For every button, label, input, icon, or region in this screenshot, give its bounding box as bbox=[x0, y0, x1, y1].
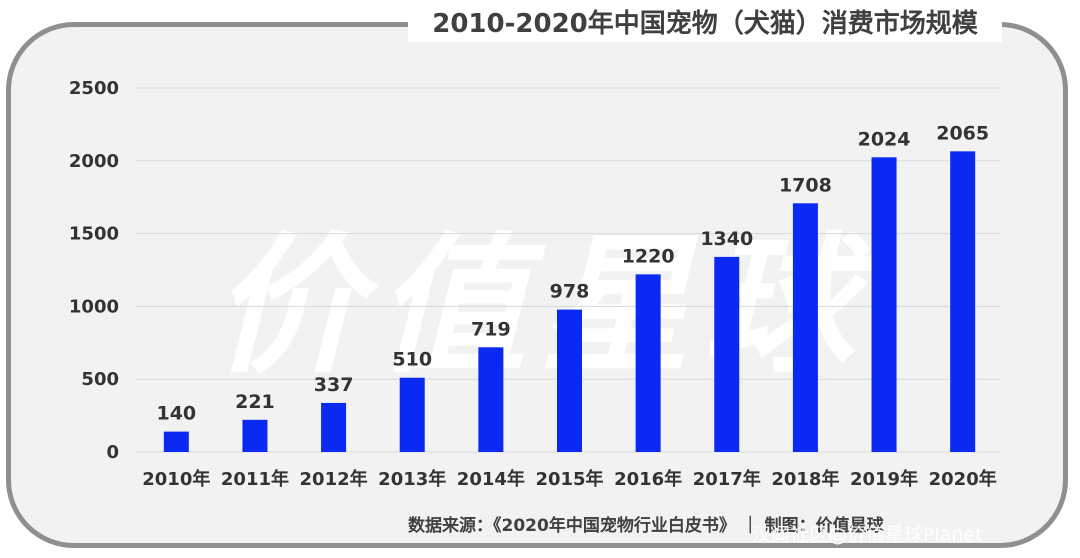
data-label: 978 bbox=[550, 281, 590, 303]
bar bbox=[635, 274, 661, 452]
y-tick-label: 500 bbox=[81, 369, 119, 390]
bar bbox=[242, 419, 268, 452]
x-tick-label: 2019年 bbox=[850, 468, 918, 490]
source-note: 数据来源：《2020年中国宠物行业白皮书》 ｜ 制图：价值星球 bbox=[408, 516, 884, 536]
bar bbox=[321, 402, 347, 452]
data-label: 337 bbox=[314, 374, 354, 396]
data-labels: 140 221 337 510 719 978 1220 1340 1708 2024 2065 bbox=[156, 122, 989, 424]
x-tick-label: 2016年 bbox=[614, 468, 682, 490]
bar bbox=[714, 256, 740, 452]
y-tick-label: 2000 bbox=[69, 151, 119, 172]
y-axis-ticks: 0 500 1000 1500 2000 2500 bbox=[69, 78, 119, 463]
watermark: 价值星球 bbox=[211, 220, 868, 394]
data-label: 1220 bbox=[622, 245, 675, 267]
bar bbox=[950, 151, 976, 452]
x-tick-label: 2014年 bbox=[457, 468, 525, 490]
x-tick-label: 2011年 bbox=[221, 468, 289, 490]
data-label: 2024 bbox=[858, 128, 911, 150]
x-tick-label: 2017年 bbox=[693, 468, 761, 490]
bar bbox=[871, 157, 897, 452]
data-label: 510 bbox=[392, 349, 432, 371]
data-label: 221 bbox=[235, 391, 275, 413]
bar bbox=[792, 203, 818, 452]
x-axis-ticks: 2010年 2011年 2012年 2013年 2014年 2015年 2016年 2017年… bbox=[142, 468, 996, 490]
data-label: 719 bbox=[471, 318, 511, 340]
x-tick-label: 2012年 bbox=[300, 468, 368, 490]
bar bbox=[557, 309, 582, 452]
x-tick-label: 2010年 bbox=[142, 468, 210, 490]
y-tick-label: 2500 bbox=[69, 78, 119, 99]
title-background: 2010-2020年中国宠物（犬猫）消费市场规模 bbox=[408, 0, 1002, 42]
data-label: 140 bbox=[156, 403, 196, 425]
data-label: 2065 bbox=[936, 122, 989, 144]
y-tick-label: 1000 bbox=[69, 296, 119, 317]
y-tick-label: 1500 bbox=[69, 224, 119, 245]
x-tick-label: 2013年 bbox=[378, 468, 446, 490]
bar bbox=[399, 377, 425, 452]
bars bbox=[163, 151, 976, 452]
chart-title: 2010-2020年中国宠物（犬猫）消费市场规模 bbox=[432, 8, 978, 39]
y-tick-label: 0 bbox=[106, 442, 119, 463]
bar bbox=[478, 347, 504, 452]
x-tick-label: 2015年 bbox=[535, 468, 603, 490]
corner-watermark: 汉闻社区@价值星球Planet bbox=[752, 524, 983, 546]
x-tick-label: 2018年 bbox=[771, 468, 839, 490]
data-label: 1340 bbox=[700, 228, 753, 250]
x-tick-label: 2020年 bbox=[929, 468, 997, 490]
bar bbox=[163, 431, 189, 452]
data-label: 1708 bbox=[779, 174, 832, 196]
